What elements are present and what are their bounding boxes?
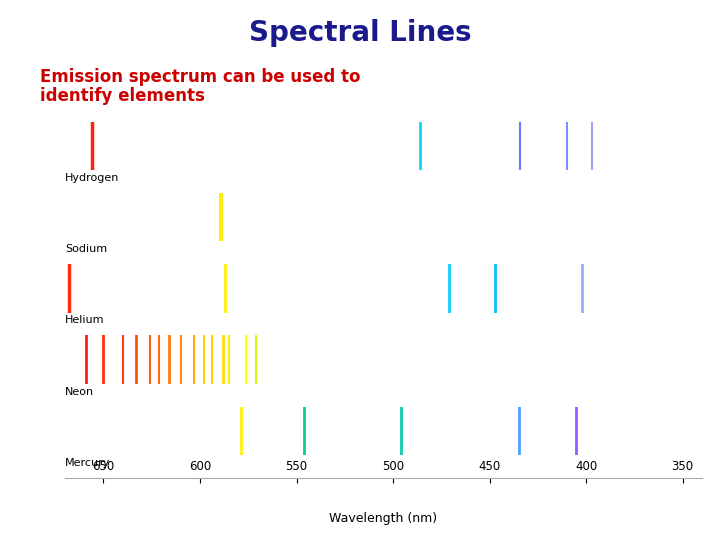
Text: identify elements: identify elements	[40, 87, 204, 105]
Text: Neon: Neon	[65, 387, 94, 396]
Text: Mercury: Mercury	[65, 458, 110, 468]
Text: Hydrogen: Hydrogen	[65, 173, 120, 183]
Text: Emission spectrum can be used to: Emission spectrum can be used to	[40, 68, 360, 85]
Text: Sodium: Sodium	[65, 244, 107, 254]
X-axis label: Wavelength (nm): Wavelength (nm)	[329, 512, 438, 525]
Text: Spectral Lines: Spectral Lines	[248, 19, 472, 47]
Text: Helium: Helium	[65, 315, 104, 325]
